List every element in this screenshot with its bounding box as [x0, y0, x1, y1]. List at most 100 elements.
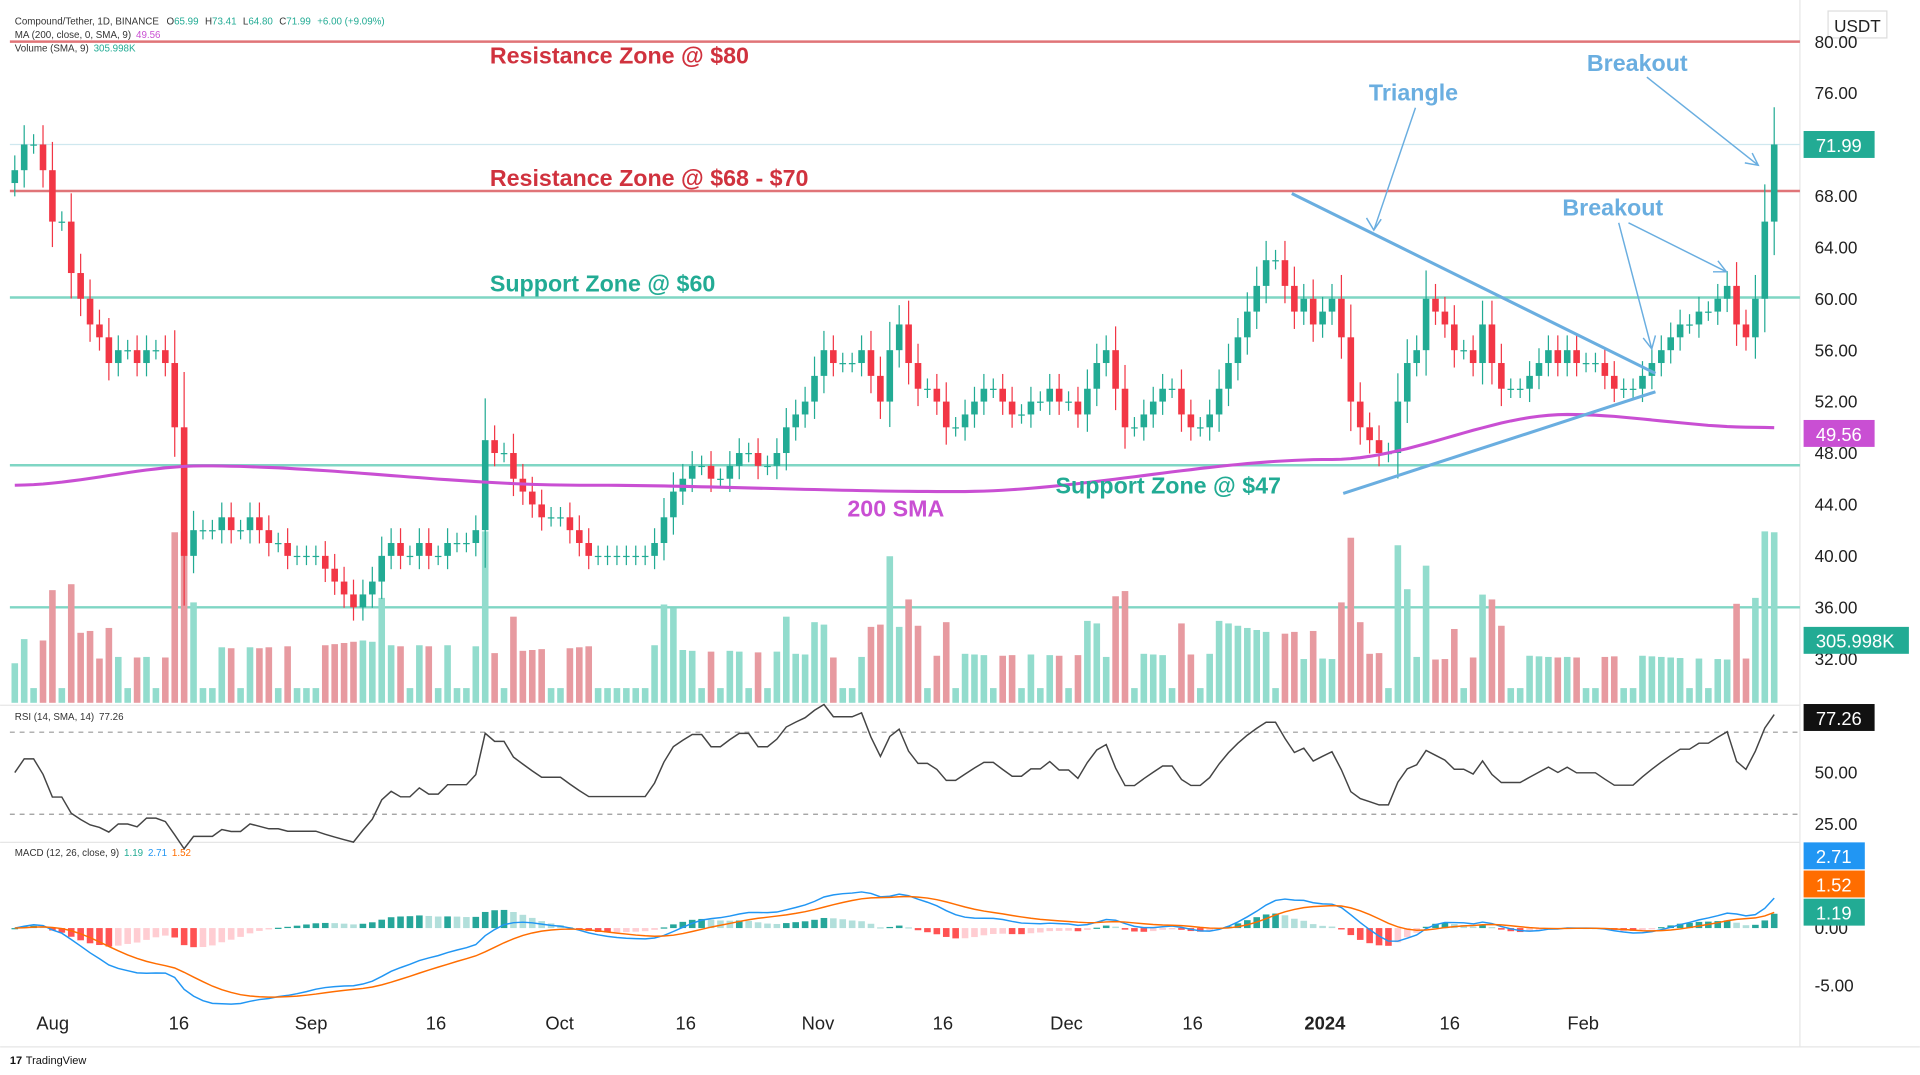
- histogram-bar: [783, 923, 790, 929]
- candle-body: [538, 504, 545, 518]
- candle-body: [623, 555, 630, 558]
- candle-body: [67, 221, 75, 274]
- candle-body: [754, 453, 762, 466]
- volume-bar: [1676, 658, 1684, 703]
- histogram-bar: [378, 919, 386, 929]
- histogram-bar: [801, 921, 809, 929]
- macd-line[interactable]: [14, 891, 1775, 1005]
- histogram-bar: [1648, 928, 1656, 930]
- sma-tag: [1803, 419, 1875, 447]
- date-tick: 16: [426, 1013, 446, 1034]
- candle: [416, 528, 423, 570]
- candle-body: [387, 543, 395, 556]
- histogram-bar: [1752, 924, 1759, 929]
- candle-body: [1658, 350, 1665, 364]
- candle-body: [641, 555, 649, 558]
- signal-line[interactable]: [14, 895, 1775, 998]
- candle: [952, 417, 959, 437]
- volume-bar: [67, 584, 75, 703]
- histogram-bar: [1093, 927, 1101, 929]
- volume-bar: [1695, 658, 1703, 703]
- candle: [1498, 343, 1505, 407]
- histogram-bar: [369, 922, 376, 929]
- volume-bar: [952, 688, 959, 703]
- sma-label[interactable]: 200 SMA: [847, 496, 944, 522]
- volume-bar: [1131, 688, 1138, 703]
- candle-body: [1695, 311, 1703, 325]
- triangle-drawing[interactable]: [1291, 192, 1657, 495]
- date-tick: 16: [169, 1013, 189, 1034]
- histogram-bar: [1733, 922, 1740, 929]
- histogram-bar: [1676, 923, 1684, 929]
- resistance-80-label[interactable]: Resistance Zone @ $80: [490, 43, 749, 69]
- histogram-bar: [1394, 928, 1402, 943]
- candle: [754, 438, 762, 480]
- volume-bar: [999, 655, 1006, 703]
- volume-bar: [1742, 658, 1750, 703]
- candle: [1451, 305, 1458, 368]
- candle: [190, 510, 197, 574]
- volume-bar: [1281, 633, 1289, 703]
- sma-200-line[interactable]: [14, 412, 1775, 494]
- volume-bar: [397, 646, 404, 703]
- volume-bar: [1610, 656, 1618, 703]
- candle: [96, 309, 103, 351]
- currency-button[interactable]: [1827, 10, 1888, 39]
- rsi-line[interactable]: [14, 703, 1775, 850]
- price-axis[interactable]: USDT 80.00 76.00 68.00 64.00 60.00 56.00 52.00…: [1815, 10, 1888, 669]
- candle-body: [848, 363, 856, 365]
- volume-bar: [971, 654, 978, 703]
- histogram-bar: [1055, 928, 1063, 931]
- tradingview-logo[interactable]: 17 TradingView: [10, 1055, 87, 1067]
- candle-body: [96, 324, 103, 338]
- histogram-bar: [1479, 925, 1486, 929]
- candle: [914, 343, 922, 407]
- triangle-upper-line[interactable]: [1291, 192, 1657, 375]
- tradingview-logo-icon: 17: [10, 1055, 22, 1067]
- candle-body: [1084, 388, 1091, 415]
- candle: [811, 356, 818, 419]
- breakout-label[interactable]: Breakout: [1587, 50, 1688, 76]
- high-value: 73.41: [212, 16, 236, 27]
- candle-body: [1328, 298, 1336, 312]
- volume-bar: [1356, 622, 1364, 703]
- histogram-bar: [895, 925, 903, 929]
- volume-bar: [1451, 628, 1458, 703]
- triangle-label[interactable]: Triangle: [1369, 79, 1458, 105]
- histogram-bar: [1723, 920, 1731, 929]
- breakout-label[interactable]: Breakout: [1562, 194, 1663, 220]
- volume-bar: [284, 646, 291, 703]
- volume-bar: [500, 688, 508, 703]
- triangle-lower-line[interactable]: [1342, 390, 1656, 495]
- histogram-bar: [914, 928, 922, 931]
- currency-label[interactable]: USDT: [1834, 16, 1881, 36]
- resistance-68-label[interactable]: Resistance Zone @ $68 - $70: [490, 165, 809, 191]
- candle-body: [1149, 401, 1157, 415]
- volume-bar: [1046, 655, 1054, 703]
- volume-bar: [792, 653, 799, 703]
- candle-body: [1714, 298, 1722, 312]
- signal-tag: [1803, 870, 1865, 898]
- candle-body: [20, 144, 28, 171]
- time-axis[interactable]: Aug 16 Sep 16 Oct 16 Nov 16 Dec 16 2024 16 Feb: [36, 1013, 1599, 1034]
- volume-bar: [735, 651, 743, 703]
- volume-bar: [1554, 657, 1562, 703]
- histogram-bar: [754, 922, 762, 929]
- candle: [585, 528, 593, 570]
- volume-bar: [1620, 688, 1627, 703]
- support-47-label[interactable]: Support Zone @ $47: [1056, 472, 1281, 498]
- candle: [1253, 266, 1261, 329]
- support-60-label[interactable]: Support Zone @ $60: [490, 270, 715, 296]
- volume-bar: [1225, 623, 1232, 703]
- candle-body: [924, 388, 931, 390]
- candle: [1234, 318, 1242, 381]
- candle-body: [1187, 414, 1195, 428]
- candle: [49, 141, 56, 248]
- candle: [1121, 364, 1129, 449]
- candle-body: [1065, 401, 1072, 403]
- candle: [1027, 386, 1035, 428]
- volume-bar: [1102, 656, 1110, 703]
- histogram-bar: [387, 917, 395, 929]
- candle: [1432, 283, 1439, 325]
